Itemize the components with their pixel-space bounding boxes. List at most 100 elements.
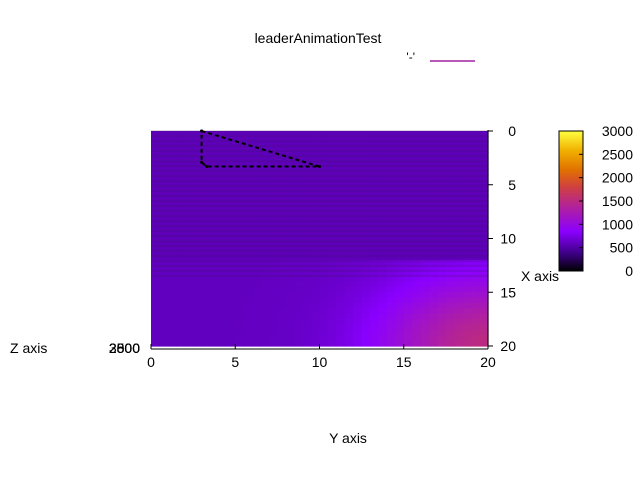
heatmap-cell bbox=[159, 319, 169, 326]
heatmap-cell bbox=[471, 329, 481, 336]
heatmap-cell bbox=[386, 136, 396, 143]
heatmap-cell bbox=[294, 297, 304, 304]
heatmap-cell bbox=[201, 254, 211, 261]
heatmap-cell bbox=[403, 152, 413, 159]
heatmap-cell bbox=[395, 319, 405, 326]
heatmap-cell bbox=[235, 200, 245, 207]
heatmap-cell bbox=[386, 152, 396, 159]
heatmap-cell bbox=[420, 200, 430, 207]
heatmap-cell bbox=[226, 340, 236, 347]
heatmap-cell bbox=[302, 260, 312, 266]
heatmap-cell bbox=[159, 152, 169, 159]
heatmap-cell bbox=[370, 184, 380, 191]
heatmap-cell bbox=[243, 297, 253, 304]
heatmap-cell bbox=[294, 319, 304, 326]
heatmap-cell bbox=[167, 254, 177, 261]
heatmap-cell bbox=[235, 190, 245, 197]
heatmap-cell bbox=[403, 184, 413, 191]
heatmap-cell bbox=[159, 276, 169, 283]
heatmap-cell bbox=[235, 136, 245, 143]
heatmap-cell bbox=[193, 303, 203, 309]
heatmap-cell bbox=[395, 276, 405, 283]
heatmap-cell bbox=[193, 324, 203, 331]
heatmap-cell bbox=[454, 303, 464, 309]
heatmap-cell bbox=[226, 324, 236, 331]
heatmap-cell bbox=[403, 297, 413, 304]
y-tick-label: 10 bbox=[500, 231, 516, 247]
heatmap-cell bbox=[370, 238, 380, 245]
heatmap-cell bbox=[378, 141, 388, 148]
heatmap-cell bbox=[403, 254, 413, 261]
heatmap-cell bbox=[252, 313, 262, 320]
heatmap-cell bbox=[454, 211, 464, 218]
heatmap-cell bbox=[403, 270, 413, 277]
heatmap-cell bbox=[412, 303, 422, 309]
heatmap-cell bbox=[218, 313, 228, 320]
heatmap-cell bbox=[285, 131, 295, 137]
heatmap-cell bbox=[412, 243, 422, 250]
heatmap-cell bbox=[311, 200, 321, 207]
heatmap-cell bbox=[184, 227, 194, 234]
heatmap-cell bbox=[252, 190, 262, 197]
heatmap-cell bbox=[429, 329, 439, 336]
heatmap-cell bbox=[327, 324, 337, 331]
heatmap-cell bbox=[184, 243, 194, 250]
heatmap-cell bbox=[277, 340, 287, 347]
heatmap-cell bbox=[386, 217, 396, 223]
heatmap-cell bbox=[336, 131, 346, 137]
heatmap-cell bbox=[336, 195, 346, 202]
heatmap-cell bbox=[167, 227, 177, 234]
x-tick-label: 10 bbox=[312, 354, 328, 370]
heatmap-cell bbox=[319, 206, 329, 213]
heatmap-cell bbox=[479, 324, 489, 331]
heatmap-cell bbox=[412, 190, 422, 197]
heatmap-cell bbox=[235, 243, 245, 250]
heatmap-cell bbox=[243, 319, 253, 326]
heatmap-cell bbox=[176, 200, 186, 207]
heatmap-cell bbox=[294, 211, 304, 218]
heatmap-cell bbox=[445, 141, 455, 148]
heatmap-cell bbox=[327, 329, 337, 336]
heatmap-cell bbox=[412, 168, 422, 175]
heatmap-cell bbox=[395, 270, 405, 277]
heatmap-cell bbox=[294, 141, 304, 148]
heatmap-cell bbox=[361, 206, 371, 213]
heatmap-cell bbox=[311, 179, 321, 186]
heatmap-cell bbox=[268, 249, 278, 256]
heatmap-cell bbox=[403, 260, 413, 266]
heatmap-cell bbox=[412, 200, 422, 207]
heatmap-cell bbox=[361, 276, 371, 283]
heatmap-cell bbox=[209, 329, 220, 336]
heatmap-cell bbox=[479, 200, 489, 207]
heatmap-cell bbox=[209, 297, 220, 304]
heatmap-cell bbox=[243, 206, 253, 213]
heatmap-cell bbox=[412, 340, 422, 347]
heatmap-cell bbox=[151, 184, 161, 191]
heatmap-cell bbox=[311, 222, 321, 229]
heatmap-cell bbox=[285, 217, 295, 223]
heatmap-cell bbox=[209, 152, 220, 159]
heatmap-cell bbox=[209, 340, 220, 347]
heatmap-cell bbox=[243, 254, 253, 261]
heatmap-cell bbox=[437, 340, 447, 347]
heatmap-cell bbox=[429, 200, 439, 207]
heatmap-cell bbox=[311, 270, 321, 277]
heatmap-cell bbox=[445, 324, 455, 331]
heatmap-cell bbox=[193, 335, 203, 342]
heatmap-cell bbox=[412, 152, 422, 159]
z-tick-label: 2500 bbox=[109, 340, 140, 356]
heatmap-cell bbox=[226, 152, 236, 159]
heatmap-cell bbox=[268, 270, 278, 277]
heatmap-cell bbox=[420, 238, 430, 245]
heatmap-cell bbox=[184, 141, 194, 148]
heatmap-cell bbox=[311, 243, 321, 250]
heatmap-cell bbox=[193, 319, 203, 326]
heatmap-cell bbox=[184, 303, 194, 309]
heatmap-cell bbox=[193, 270, 203, 277]
heatmap-cell bbox=[285, 152, 295, 159]
heatmap-cell bbox=[159, 200, 169, 207]
heatmap-cell bbox=[378, 292, 388, 299]
heatmap-cell bbox=[294, 281, 304, 288]
heatmap-cell bbox=[285, 190, 295, 197]
heatmap-cell bbox=[268, 179, 278, 186]
